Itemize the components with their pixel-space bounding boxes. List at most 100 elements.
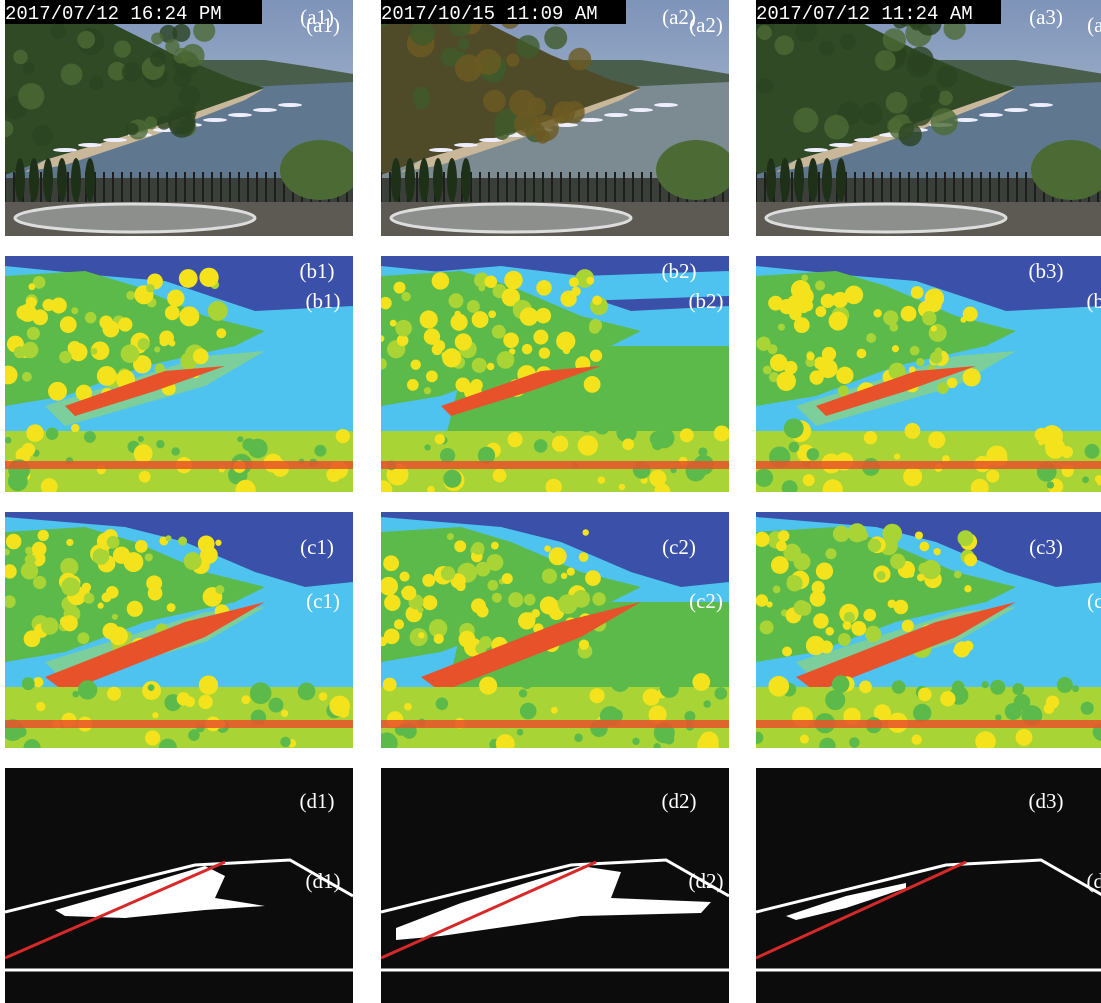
red-band xyxy=(756,461,1101,469)
fg-patch xyxy=(800,734,809,743)
panel: (c3)(c3) xyxy=(751,512,1101,754)
patch xyxy=(447,533,454,540)
foliage xyxy=(938,91,953,106)
fg-patch xyxy=(905,423,921,439)
fg-patch xyxy=(580,420,592,432)
tree xyxy=(280,140,360,200)
foliage xyxy=(77,31,95,49)
patch xyxy=(919,542,929,552)
patch xyxy=(838,386,849,397)
fg-patch xyxy=(248,439,268,459)
fg-patch xyxy=(148,684,155,691)
fg-patch xyxy=(649,470,666,487)
fg-patch xyxy=(864,431,877,444)
fg-patch xyxy=(479,677,497,695)
patch xyxy=(838,633,851,646)
fg-patch xyxy=(30,429,36,435)
patch xyxy=(801,274,808,281)
fg-patch xyxy=(507,432,522,447)
patch xyxy=(154,346,160,352)
patch xyxy=(508,592,523,607)
fg-patch xyxy=(280,737,290,747)
fg-patch xyxy=(424,444,430,450)
patch xyxy=(85,312,97,324)
red-band xyxy=(5,461,353,469)
fg-patch xyxy=(1047,481,1054,488)
pool xyxy=(15,204,255,232)
patch xyxy=(585,570,601,586)
fg-patch xyxy=(784,418,804,438)
fg-patch xyxy=(338,707,349,718)
fg-patch xyxy=(237,436,243,442)
patch xyxy=(402,586,417,601)
patch xyxy=(536,280,551,295)
fg-patch xyxy=(177,692,190,705)
patch xyxy=(572,590,590,608)
patch xyxy=(26,297,37,308)
patch xyxy=(97,366,117,386)
patch xyxy=(836,367,853,384)
foliage xyxy=(13,50,27,64)
patch xyxy=(424,387,431,394)
foliage xyxy=(178,85,200,107)
fg-patch xyxy=(823,479,843,499)
patch xyxy=(763,366,772,375)
patch xyxy=(582,529,588,535)
patch xyxy=(169,340,175,346)
fg-patch xyxy=(198,695,212,709)
patch xyxy=(471,598,486,613)
fg-patch xyxy=(22,443,36,457)
patch xyxy=(77,632,89,644)
patch xyxy=(589,322,600,333)
fg-patch xyxy=(41,478,58,495)
patch xyxy=(16,305,31,320)
cypress xyxy=(405,158,415,202)
patch xyxy=(549,547,567,565)
fg-patch xyxy=(36,702,45,711)
foliage xyxy=(908,102,932,126)
fg-patch xyxy=(435,434,445,444)
patch xyxy=(590,350,602,362)
patch xyxy=(917,574,925,582)
fg-patch xyxy=(903,467,922,486)
fg-patch xyxy=(72,691,79,698)
panel-label: (a1) xyxy=(306,13,340,37)
fg-patch xyxy=(22,677,35,690)
patch xyxy=(25,547,33,555)
panel-label: (b2) xyxy=(662,259,697,283)
patch xyxy=(766,601,772,607)
red-band xyxy=(381,720,729,728)
fg-patch xyxy=(692,673,710,691)
patch xyxy=(820,640,833,653)
patch xyxy=(782,646,792,656)
fg-patch xyxy=(171,447,179,455)
patch xyxy=(193,349,209,365)
fg-patch xyxy=(138,436,144,442)
patch xyxy=(883,310,898,325)
fg-patch xyxy=(281,710,288,717)
fg-patch xyxy=(152,712,158,718)
foliage xyxy=(544,26,567,49)
fg-patch xyxy=(610,673,629,692)
patch xyxy=(66,539,73,546)
patch xyxy=(208,301,228,321)
patch xyxy=(433,340,445,352)
fg-patch xyxy=(643,689,660,706)
foliage xyxy=(506,53,519,66)
foliage xyxy=(150,51,166,67)
patch xyxy=(378,637,388,647)
wave xyxy=(979,113,1003,117)
patch xyxy=(497,351,515,369)
patch xyxy=(954,641,970,657)
patch xyxy=(378,335,385,342)
patch xyxy=(379,577,398,596)
patch xyxy=(472,542,485,555)
fg-patch xyxy=(139,471,151,483)
patch xyxy=(902,620,914,632)
panel-label: (b1) xyxy=(300,259,335,283)
patch xyxy=(776,372,795,391)
fg-patch xyxy=(1081,702,1094,715)
fg-patch xyxy=(493,469,507,483)
patch xyxy=(98,603,104,609)
fg-patch xyxy=(241,695,250,704)
